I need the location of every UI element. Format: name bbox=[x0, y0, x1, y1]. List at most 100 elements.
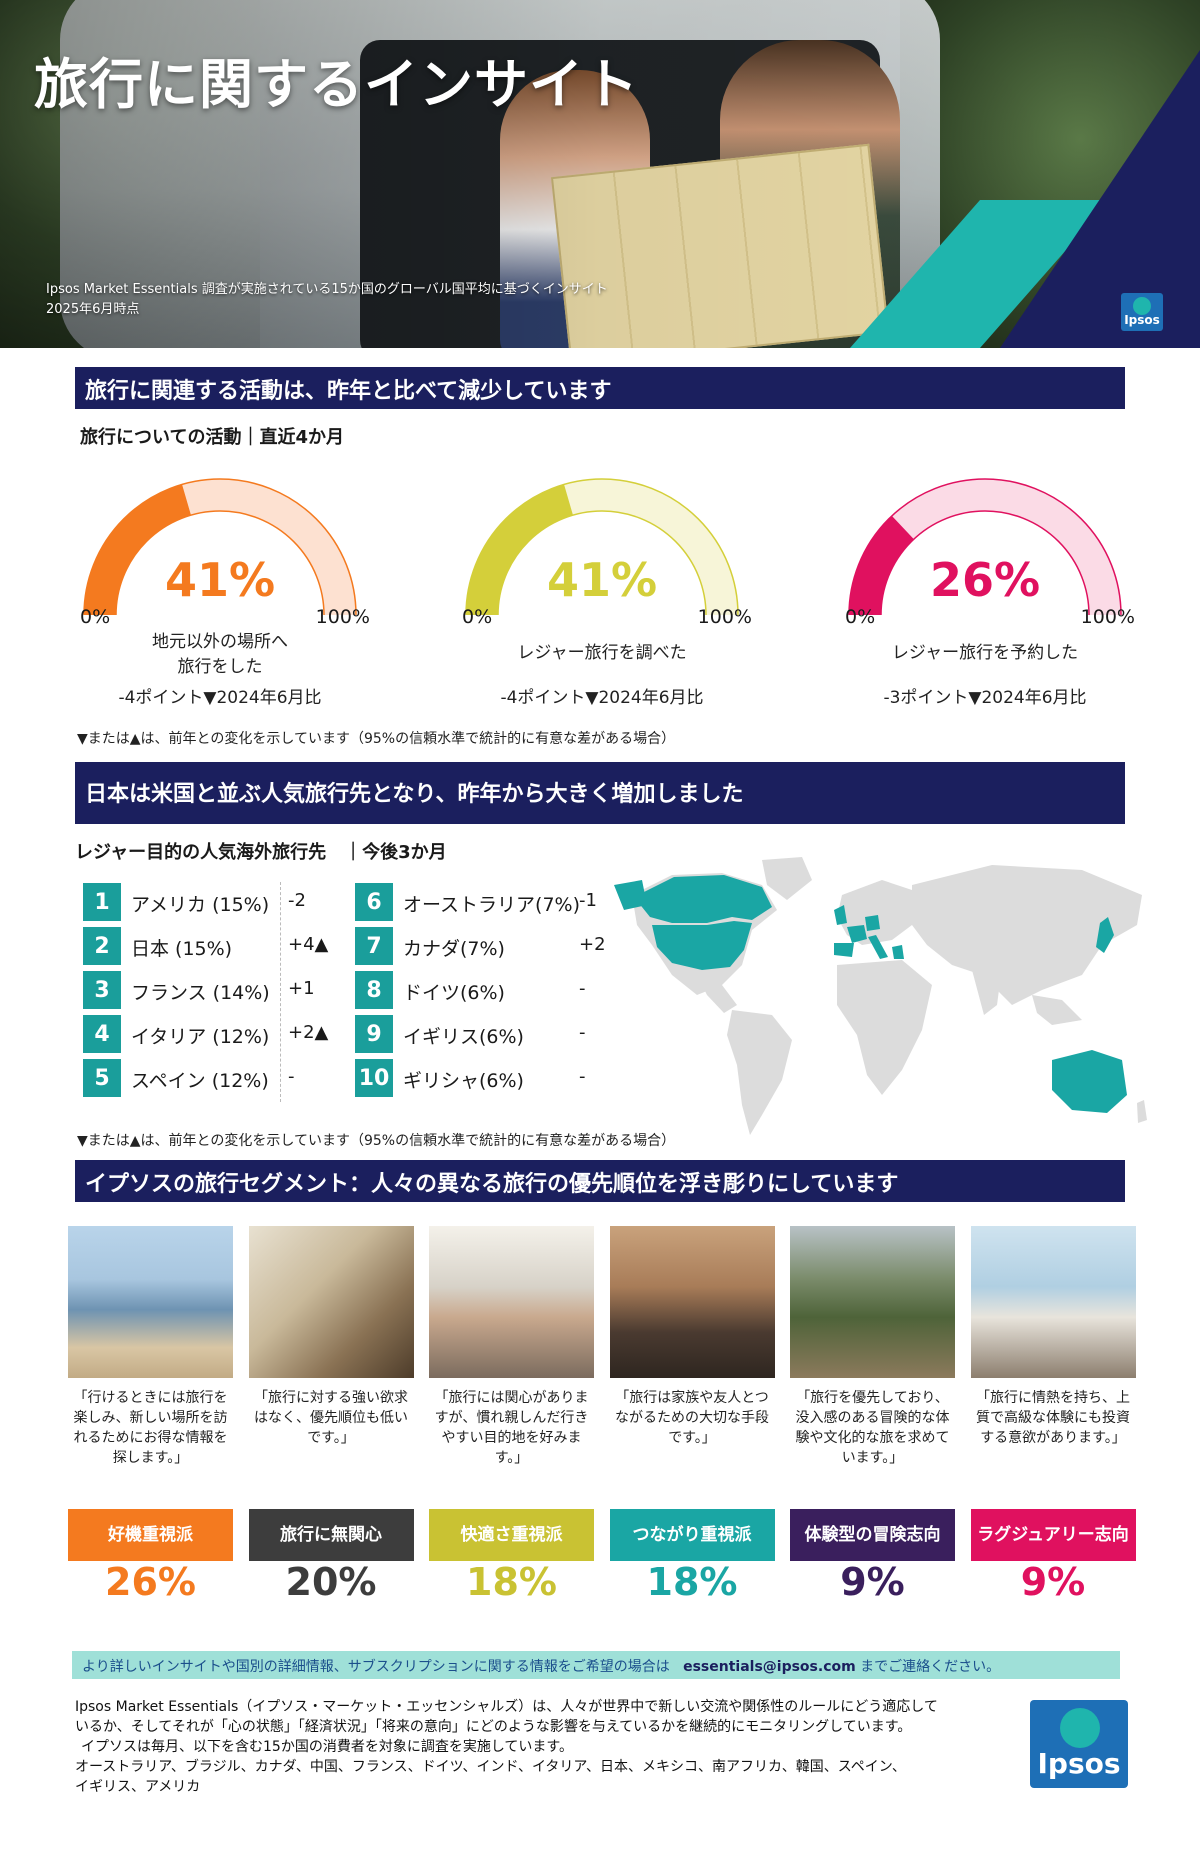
map-canada bbox=[634, 875, 772, 923]
map-greece bbox=[892, 945, 904, 959]
rank-destination: オーストラリア(7%) bbox=[403, 894, 581, 916]
segment-quote: 「旅行には関心がありますが、慣れ親しんだ行きやすい目的地を好みます。」 bbox=[434, 1390, 589, 1466]
rank-number: 6 bbox=[355, 883, 393, 921]
map-greenland bbox=[762, 857, 812, 900]
gauge-value-arc bbox=[466, 484, 574, 615]
map-asia bbox=[912, 865, 1142, 1005]
rank-destination: イギリス(6%) bbox=[403, 1026, 524, 1048]
gauge-remaining-arc bbox=[891, 479, 1121, 615]
gauge-label: 地元以外の場所へ 旅行をした bbox=[152, 632, 288, 677]
gauge-inner-outline bbox=[497, 510, 707, 615]
segment-tag: つながり重視派 bbox=[609, 1509, 775, 1561]
hero-banner: 旅行に関するインサイト Ipsos Market Essentials 調査が実… bbox=[0, 0, 1200, 348]
rank-destination: スペイン (12%) bbox=[131, 1070, 269, 1092]
segment-photo bbox=[609, 1226, 775, 1378]
map-africa bbox=[837, 960, 932, 1095]
map-uk bbox=[834, 905, 847, 925]
rank-item: 4 イタリア (12%) +2▲ bbox=[83, 1015, 343, 1053]
gauge-max-label: 100% bbox=[697, 606, 752, 628]
rank-change: +1 bbox=[288, 978, 315, 999]
segment-photo bbox=[970, 1226, 1136, 1378]
segment-tag: 快適さ重視派 bbox=[429, 1509, 594, 1561]
ipsos-logo-small[interactable]: Ipsos bbox=[1121, 293, 1163, 331]
rank-number: 5 bbox=[83, 1059, 121, 1097]
section3-bar: イプソスの旅行セグメント：人々の異なる旅行の優先順位を浮き彫りにしています bbox=[75, 1160, 1125, 1202]
contact-email-link[interactable]: essentials@ipsos.com bbox=[683, 1659, 856, 1675]
segment-photo bbox=[68, 1226, 233, 1378]
rank-item: 6 オーストラリア(7%) -1 bbox=[355, 883, 615, 921]
gauge-traveled: 41% 0% 100% 地元以外の場所へ 旅行をした -4ポイント▼2024年6… bbox=[70, 465, 370, 715]
segment-quote: 「旅行に情熱を持ち、上質で高級な体験にも投資する意欲があります。」 bbox=[976, 1390, 1130, 1446]
gauge-remaining-arc bbox=[564, 479, 738, 615]
rank-change: - bbox=[288, 1066, 295, 1087]
rank-item: 9 イギリス(6%) - bbox=[355, 1015, 615, 1053]
segment-photo bbox=[429, 1226, 594, 1378]
rank-item: 5 スペイン (12%) - bbox=[83, 1059, 343, 1097]
map-new-zealand bbox=[1137, 1100, 1147, 1123]
segment-share: 9% bbox=[1020, 1560, 1086, 1604]
rank-number: 10 bbox=[355, 1059, 393, 1097]
section1-subhead: 旅行についての活動｜直近4か月 bbox=[80, 427, 344, 448]
rank-number: 4 bbox=[83, 1015, 121, 1053]
rank-number: 9 bbox=[355, 1015, 393, 1053]
segment-tag: 体験型の冒険志向 bbox=[790, 1509, 955, 1561]
gauge-researched: 41% 0% 100% レジャー旅行を調べた -4ポイント▼2024年6月比 bbox=[452, 465, 752, 715]
segment-card: 「旅行に対する強い欲求はなく、優先順位も低いです。」 旅行に無関心 20% bbox=[248, 1226, 414, 1604]
contact-banner: より詳しいインサイトや国別の詳細情報、サブスクリプションに関する情報をご希望の場… bbox=[72, 1651, 1120, 1679]
about-text: Ipsos Market Essentials（イプソス・マーケット・エッセンシ… bbox=[75, 1699, 938, 1795]
segment-quote: 「旅行は家族や友人とつながるための大切な手段です。」 bbox=[615, 1390, 769, 1446]
segment-card: 「旅行は家族や友人とつながるための大切な手段です。」つながり重視派 18% bbox=[609, 1226, 775, 1604]
section1-bar: 旅行に関連する活動は、昨年と比べて減少しています bbox=[75, 367, 1125, 409]
section2-footnote: ▼または▲は、前年との変化を示しています（95%の信頼水準で統計的に有意な差があ… bbox=[77, 1133, 676, 1149]
gauge-min-label: 0% bbox=[462, 606, 493, 628]
segment-photo bbox=[248, 1226, 414, 1378]
rank-change: +2 bbox=[579, 934, 606, 955]
gauge-change: -3ポイント▼2024年6月比 bbox=[883, 688, 1087, 708]
gauge-remaining-arc bbox=[182, 479, 356, 615]
gauge-change: -4ポイント▼2024年6月比 bbox=[500, 688, 704, 708]
map-south-america bbox=[727, 1010, 792, 1135]
rank-item: 2 日本 (15%) +4▲ bbox=[83, 927, 343, 965]
rank-item: 7 カナダ(7%) +2 bbox=[355, 927, 615, 965]
rank-item: 3 フランス (14%) +1 bbox=[83, 971, 343, 1009]
rank-destination: ドイツ(6%) bbox=[403, 982, 505, 1004]
gauge-booked: 26% 0% 100% レジャー旅行を予約した -3ポイント▼2024年6月比 bbox=[835, 465, 1135, 715]
rank-destination: カナダ(7%) bbox=[403, 938, 505, 960]
gauge-value-arc bbox=[849, 515, 915, 615]
rank-destination: ギリシャ(6%) bbox=[403, 1070, 524, 1092]
gauge-min-label: 0% bbox=[845, 606, 876, 628]
map-alaska bbox=[614, 880, 647, 910]
hero-note: Ipsos Market Essentials 調査が実施されている15か国のグ… bbox=[46, 282, 608, 317]
segment-share: 18% bbox=[646, 1560, 738, 1604]
map-se-asia bbox=[1032, 995, 1082, 1025]
rank-change: +2▲ bbox=[288, 1022, 329, 1043]
section2-bar: 日本は米国と並ぶ人気旅行先となり、昨年から大きく増加しました bbox=[75, 762, 1125, 824]
gauge-arc bbox=[465, 478, 739, 615]
segment-share: 26% bbox=[105, 1560, 196, 1604]
ipsos-logo-large[interactable]: Ipsos bbox=[1030, 1700, 1128, 1788]
map-italy bbox=[868, 935, 888, 959]
page-title: 旅行に関するインサイト bbox=[34, 53, 639, 116]
map-europe bbox=[837, 880, 912, 945]
segment-tag: 旅行に無関心 bbox=[248, 1509, 414, 1561]
rank-destination: アメリカ (15%) bbox=[131, 894, 270, 916]
rank-change: -1 bbox=[579, 890, 597, 911]
gauge-max-label: 100% bbox=[1080, 606, 1135, 628]
rank-change: -2 bbox=[288, 890, 306, 911]
gauge-percent: 41% bbox=[546, 553, 658, 607]
gauge-inner-outline bbox=[115, 510, 325, 615]
gauge-arc bbox=[848, 478, 1122, 615]
segment-tag: 好機重視派 bbox=[68, 1509, 233, 1561]
rank-destination: 日本 (15%) bbox=[131, 938, 233, 960]
rank-destination: イタリア (12%) bbox=[131, 1026, 270, 1048]
gauge-percent: 41% bbox=[164, 553, 276, 607]
map-spain bbox=[834, 943, 854, 957]
gauge-label: レジャー旅行を調べた bbox=[517, 643, 687, 663]
map-japan bbox=[1096, 917, 1114, 953]
segment-card: 「旅行に情熱を持ち、上質で高級な体験にも投資する意欲があります。」 ラグジュアリー… bbox=[970, 1226, 1136, 1604]
segment-card: 「行けるときには旅行を楽しみ、新しい場所を訪れるためにお得な情報を探します。」好… bbox=[68, 1226, 233, 1604]
map-central-america bbox=[697, 975, 737, 1013]
rank-number: 2 bbox=[83, 927, 121, 965]
rank-number: 8 bbox=[355, 971, 393, 1009]
rank-destination: フランス (14%) bbox=[131, 982, 270, 1004]
